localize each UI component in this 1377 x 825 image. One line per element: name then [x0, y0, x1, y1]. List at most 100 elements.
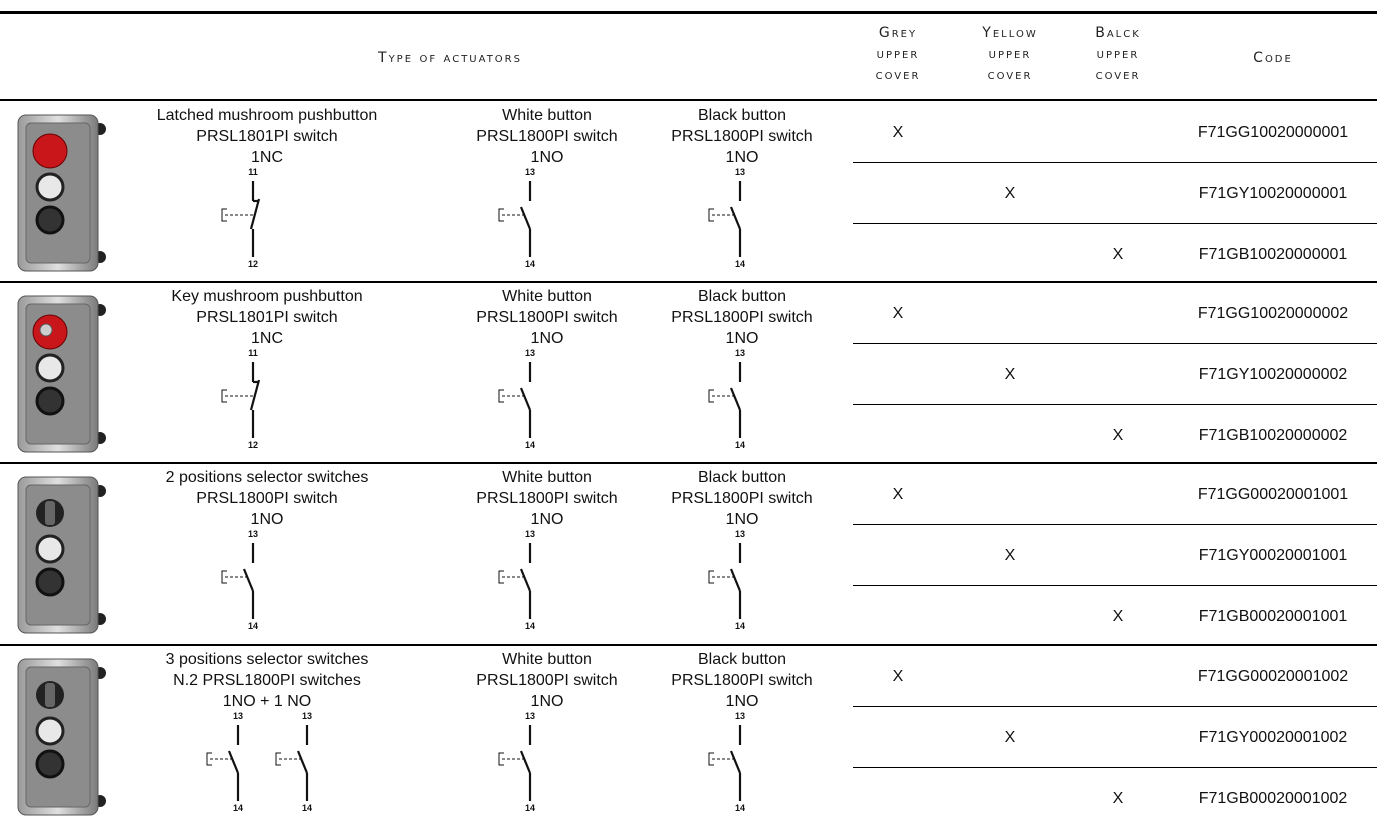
actuator-name: White button — [502, 651, 592, 668]
header-actuators: Type of actuators — [378, 50, 522, 66]
header-balck: cover — [1095, 67, 1141, 83]
actuator-switch: PRSL1800PI switch — [671, 490, 813, 507]
header-grey: cover — [875, 67, 921, 83]
terminal-label: 14 — [735, 440, 745, 450]
cover-mark: X — [1112, 246, 1124, 263]
contact-diagram: 13 14 — [498, 529, 535, 631]
actuator-contact: 1NO — [725, 330, 759, 347]
row-separator — [853, 524, 1377, 525]
actuator-name: Black button — [697, 469, 787, 486]
terminal-label: 14 — [735, 621, 745, 631]
actuator-contact: 1NC — [250, 149, 284, 166]
contact-diagram: 13 14 — [498, 167, 535, 269]
product-code: F71GY00020001001 — [1198, 547, 1348, 564]
cover-mark: X — [1112, 790, 1124, 807]
actuator-contact: 1NO — [530, 511, 564, 528]
row-separator — [853, 223, 1377, 224]
actuator-name: Black button — [697, 288, 787, 305]
actuator-contact: 1NO + 1 NO — [222, 693, 312, 710]
header-balck: upper — [1096, 46, 1140, 62]
actuator-switch: PRSL1800PI switch — [671, 672, 813, 689]
actuator-switch: PRSL1801PI switch — [196, 309, 338, 326]
actuator-contact: 1NO — [530, 693, 564, 710]
group-separator — [0, 644, 1377, 646]
terminal-label: 11 — [248, 167, 258, 177]
row-separator — [853, 706, 1377, 707]
top-border — [0, 11, 1377, 14]
actuator-contact: 1NO — [725, 511, 759, 528]
row-separator — [853, 343, 1377, 344]
actuator-switch: PRSL1800PI switch — [476, 672, 618, 689]
cover-mark: X — [892, 668, 904, 685]
contact-diagram: 13 14 — [708, 529, 745, 631]
product-code: F71GY10020000002 — [1198, 366, 1348, 383]
actuator-name: 3 positions selector switches — [165, 651, 369, 668]
product-code: F71GG00020001001 — [1197, 486, 1349, 503]
actuator-switch: N.2 PRSL1800PI switches — [173, 672, 361, 689]
actuator-contact: 1NO — [530, 330, 564, 347]
contact-diagram: 13 14 — [708, 167, 745, 269]
cover-mark: X — [892, 124, 904, 141]
terminal-label: 13 — [233, 711, 243, 721]
cover-mark: X — [892, 305, 904, 322]
header-yellow: cover — [987, 67, 1033, 83]
actuator-contact: 1NO — [725, 149, 759, 166]
actuator-name: 2 positions selector switches — [165, 469, 369, 486]
device-image — [17, 658, 106, 816]
terminal-label: 13 — [525, 711, 535, 721]
contact-diagram: 13 14 — [206, 711, 243, 813]
terminal-label: 14 — [525, 259, 535, 269]
actuator-name: Key mushroom pushbutton — [171, 288, 363, 305]
row-separator — [853, 162, 1377, 163]
contact-diagram: 13 14 — [275, 711, 312, 813]
product-code: F71GG10020000002 — [1197, 305, 1349, 322]
actuator-switch: PRSL1801PI switch — [196, 128, 338, 145]
actuator-switch: PRSL1800PI switch — [476, 490, 618, 507]
header-border — [0, 99, 1377, 101]
device-image — [17, 114, 106, 272]
header-code: Code — [1253, 50, 1293, 66]
actuator-name: Latched mushroom pushbutton — [156, 107, 378, 124]
contact-diagram: 13 14 — [498, 711, 535, 813]
terminal-label: 11 — [248, 348, 258, 358]
header-grey: Grey — [878, 25, 918, 41]
product-code: F71GY00020001002 — [1198, 729, 1348, 746]
product-code: F71GB00020001002 — [1198, 790, 1348, 807]
actuator-name: Black button — [697, 651, 787, 668]
contact-diagram: 13 14 — [708, 711, 745, 813]
row-separator — [853, 585, 1377, 586]
actuator-contact: 1NO — [250, 511, 284, 528]
terminal-label: 12 — [248, 259, 258, 269]
product-code: F71GB10020000002 — [1198, 427, 1348, 444]
contact-diagram: 13 14 — [221, 529, 258, 631]
terminal-label: 14 — [233, 803, 243, 813]
cover-mark: X — [892, 486, 904, 503]
cover-mark: X — [1004, 185, 1016, 202]
product-code: F71GG10020000001 — [1197, 124, 1349, 141]
product-code: F71GB00020001001 — [1198, 608, 1348, 625]
terminal-label: 14 — [248, 621, 258, 631]
terminal-label: 13 — [525, 348, 535, 358]
header-balck: Balck — [1095, 25, 1141, 41]
terminal-label: 13 — [735, 348, 745, 358]
group-separator — [0, 281, 1377, 283]
actuator-switch: PRSL1800PI switch — [196, 490, 338, 507]
cover-mark: X — [1112, 427, 1124, 444]
contact-diagram: 11 12 — [221, 167, 261, 269]
header-yellow: Yellow — [982, 25, 1038, 41]
terminal-label: 13 — [248, 529, 258, 539]
contact-diagram: 13 14 — [708, 348, 745, 450]
terminal-label: 13 — [735, 711, 745, 721]
actuator-switch: PRSL1800PI switch — [671, 309, 813, 326]
device-image — [17, 476, 106, 634]
actuator-name: Black button — [697, 107, 787, 124]
cover-mark: X — [1112, 608, 1124, 625]
actuator-switch: PRSL1800PI switch — [476, 128, 618, 145]
terminal-label: 14 — [302, 803, 312, 813]
row-separator — [853, 767, 1377, 768]
actuator-name: White button — [502, 288, 592, 305]
product-code: F71GY10020000001 — [1198, 185, 1348, 202]
cover-mark: X — [1004, 366, 1016, 383]
actuator-name: White button — [502, 107, 592, 124]
